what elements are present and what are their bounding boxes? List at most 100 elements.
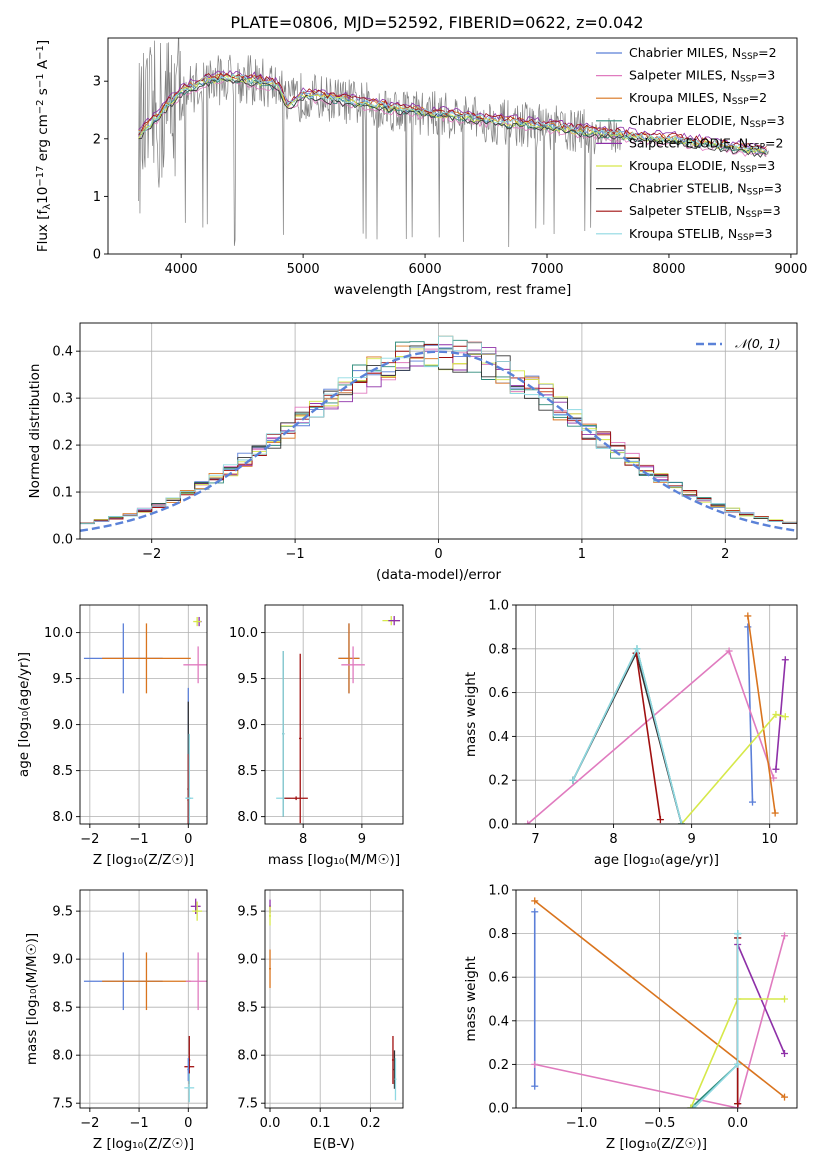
- spectrum-ylabel: Flux [fλ10−17 erg cm−2 s−1 A−1]: [35, 40, 53, 252]
- mass_vs_ebv-ytick-label: 7.5: [237, 1097, 258, 1112]
- mass_vs_Z-ytick-label: 8.5: [52, 1001, 73, 1016]
- mass_vs_Z-ytick-label: 9.5: [52, 905, 73, 920]
- age_vs_Z-ytick-label: 8.5: [52, 764, 73, 779]
- residuals-ytick-label: 0.0: [52, 533, 73, 548]
- spectrum-ytick-label: 1: [93, 190, 101, 205]
- mass_weight_vs_Z-ylabel: mass weight: [463, 956, 479, 1041]
- spectrum-xlabel: wavelength [Angstrom, rest frame]: [334, 282, 572, 298]
- residuals-xtick-label: 0: [434, 547, 442, 562]
- legend-model-name: Kroupa MILES, N: [629, 90, 732, 105]
- spectrum-plot-area: [138, 38, 769, 247]
- legend-label: Salpeter ELODIE, NSSP=2: [629, 135, 783, 152]
- age_vs_Z-xtick-label: −2: [80, 832, 99, 847]
- spectrum-xtick-label: 6000: [409, 262, 442, 277]
- mass_weight_vs_age-frame: [515, 604, 798, 825]
- age_vs_Z-xtick-label: 0: [184, 832, 192, 847]
- mass-weight-line-salpeter-stelib: [635, 653, 662, 820]
- figure-title: PLATE=0806, MJD=52592, FIBERID=0622, z=0…: [230, 13, 643, 32]
- legend-label: Kroupa ELODIE, NSSP=3: [629, 158, 775, 175]
- model-spectrum-salpeter-stelib: [138, 72, 767, 150]
- mass-weight-line-salpeter-miles: [527, 649, 775, 824]
- legend-label: Kroupa MILES, NSSP=2: [629, 90, 767, 107]
- legend-nssp-subscript: SSP: [737, 233, 754, 243]
- mass_vs_ebv-xtick-label: 0.2: [360, 1116, 381, 1131]
- mass_weight_vs_age-plot-area: [524, 612, 789, 824]
- legend-nssp-value: =2: [749, 90, 767, 105]
- mass_vs_ebv-plot-area: [269, 899, 397, 1101]
- mass_weight_vs_Z-xtick-label: 0.0: [727, 1116, 748, 1131]
- residuals-ylabel: Normed distribution: [27, 364, 43, 499]
- mass_vs_ebv-ytick-label: 8.5: [237, 1001, 258, 1016]
- spectrum-ylabel-part: λ: [42, 204, 53, 210]
- mass_vs_Z-xtick-label: −2: [80, 1116, 99, 1131]
- legend-model-name: Salpeter STELIB, N: [629, 203, 745, 218]
- mass-weight-line-kroupa-miles: [747, 615, 776, 814]
- age_vs_Z-plot-area: [83, 616, 207, 824]
- mass_vs_ebv-frame: [264, 889, 404, 1109]
- residuals-frame: [79, 322, 798, 540]
- legend-nssp-value: =3: [766, 113, 784, 128]
- legend-label: Chabrier MILES, NSSP=2: [629, 45, 777, 62]
- legend-model-name: Chabrier MILES, N: [629, 45, 741, 60]
- residuals-xtick-label: 1: [578, 547, 586, 562]
- age_vs_mass-ytick-label: 8.5: [237, 764, 258, 779]
- age_vs_mass-xlabel: mass [log₁₀(M/M☉)]: [268, 852, 400, 868]
- mass_weight_vs_age-ytick-label: 0.8: [488, 642, 509, 657]
- mass_vs_ebv-ytick-label: 9.0: [237, 953, 258, 968]
- spectrum-ylabel-part: A: [35, 59, 51, 73]
- spectrum-ytick-label: 2: [93, 132, 101, 147]
- mass_weight_vs_Z-xlabel: Z [log₁₀(Z/Z☉)]: [606, 1136, 707, 1152]
- legend-nssp-subscript: SSP: [741, 52, 758, 62]
- legend-nssp-subscript: SSP: [745, 210, 762, 220]
- age_vs_Z-xlabel: Z [log₁₀(Z/Z☉)]: [93, 852, 194, 868]
- model-spectrum-chabrier-stelib: [138, 77, 767, 158]
- age_vs_mass-plot-area: [276, 616, 401, 824]
- spectrum-xtick-label: 8000: [652, 262, 685, 277]
- residuals-xtick-label: −2: [142, 547, 161, 562]
- legend-nssp-value: =2: [765, 135, 783, 150]
- legend-label: Chabrier STELIB, NSSP=3: [629, 181, 782, 198]
- spectrum-ylabel-part: 10: [35, 187, 51, 204]
- spectrum-ylabel-part: −1: [35, 73, 46, 88]
- age_vs_mass-xtick-label: 8: [299, 832, 307, 847]
- age_vs_Z-ytick-label: 9.0: [52, 718, 73, 733]
- legend-nssp-subscript: SSP: [732, 97, 749, 107]
- mass_weight_vs_age-xlabel: age [log₁₀(age/yr)]: [594, 852, 719, 868]
- legend-nssp-subscript: SSP: [749, 120, 766, 130]
- age_vs_mass-ytick-label: 9.0: [237, 718, 258, 733]
- legend-nssp-subscript: SSP: [740, 75, 757, 85]
- mass_vs_Z-xtick-label: −1: [129, 1116, 148, 1131]
- age_vs_Z-ytick-label: 9.5: [52, 672, 73, 687]
- legend-nssp-value: =3: [757, 158, 775, 173]
- legend-nssp-subscript: SSP: [740, 165, 757, 175]
- mass_weight_vs_Z-xtick-label: −1.0: [566, 1116, 598, 1131]
- age_vs_mass-xtick-label: 9: [358, 832, 366, 847]
- spectrum-xtick-label: 9000: [774, 262, 807, 277]
- mass_weight_vs_Z-xtick-label: −0.5: [644, 1116, 676, 1131]
- residuals-plot-area: [80, 335, 797, 532]
- age_vs_mass-ytick-label: 10.0: [229, 626, 258, 641]
- mass_vs_ebv-xtick-label: 0.1: [310, 1116, 331, 1131]
- legend-model-name: Chabrier ELODIE, N: [629, 113, 749, 128]
- mass_weight_vs_Z-ytick-label: 0.8: [488, 927, 509, 942]
- residuals-ytick-label: 0.2: [52, 439, 73, 454]
- spectrum-xtick-label: 4000: [165, 262, 198, 277]
- age_vs_Z-ylabel: age [log₁₀(age/yr)]: [16, 652, 32, 777]
- age_vs_mass-frame: [264, 604, 404, 825]
- mass_weight_vs_Z-ytick-label: 0.2: [488, 1058, 509, 1073]
- spectrum-xtick-label: 5000: [287, 262, 320, 277]
- mass_weight_vs_age-ylabel: mass weight: [463, 672, 479, 757]
- spectrum-xtick-label: 7000: [530, 262, 563, 277]
- mass-weight-line-kroupa-miles: [534, 900, 786, 1098]
- age_vs_Z-ytick-label: 8.0: [52, 810, 73, 825]
- mass_weight_vs_Z-ytick-label: 0.6: [488, 971, 509, 986]
- spectrum-ytick-label: 0: [93, 248, 101, 263]
- normal-curve: [80, 350, 797, 532]
- mass_weight_vs_age-xtick-label: 10: [761, 832, 778, 847]
- legend-model-name: Salpeter MILES, N: [629, 68, 740, 83]
- mass_weight_vs_Z-plot-area: [531, 897, 789, 1108]
- mass_vs_Z-ytick-label: 9.0: [52, 953, 73, 968]
- mass_weight_vs_Z-ytick-label: 1.0: [488, 884, 509, 899]
- mass_vs_Z-ytick-label: 7.5: [52, 1097, 73, 1112]
